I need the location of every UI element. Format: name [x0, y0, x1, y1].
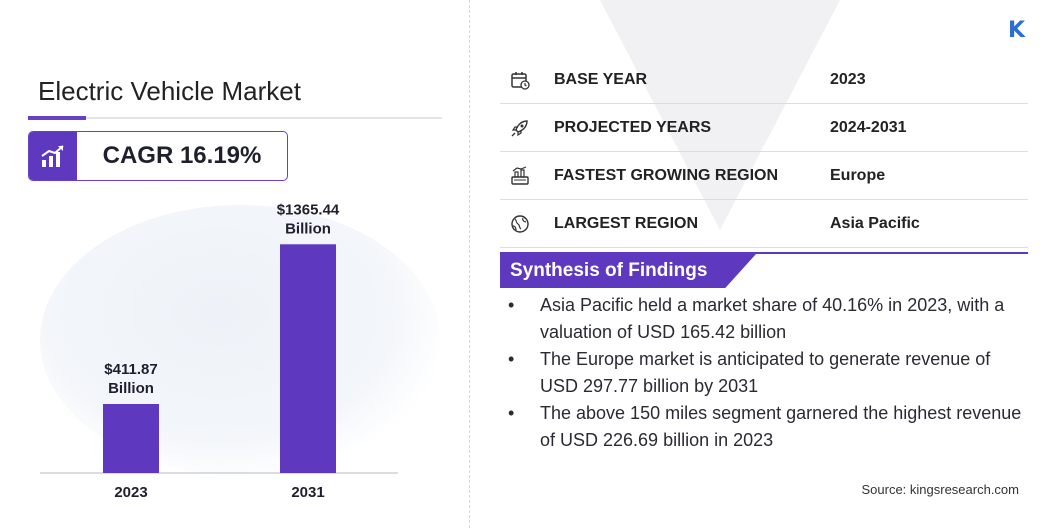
finding-text: The above 150 miles segment garnered the…: [540, 403, 1022, 450]
background-watermark: [600, 0, 840, 230]
title-underline-accent: [28, 116, 86, 120]
bar-2031: [280, 244, 336, 473]
source-credit: Source: kingsresearch.com: [861, 482, 1019, 497]
calendar-icon: [511, 71, 530, 90]
bar-value-label-2023: $411.87: [104, 361, 157, 378]
bullet: •: [508, 295, 515, 315]
synthesis-header-tab: [500, 254, 756, 288]
info-row-largest-region: LARGEST REGION Asia Pacific: [500, 200, 1028, 248]
info-row-base-year: BASE YEAR 2023: [500, 56, 1028, 104]
info-label: PROJECTED YEARS: [554, 118, 712, 136]
x-tick-label-2023: 2023: [114, 484, 147, 501]
synthesis-title: Synthesis of Findings: [510, 260, 708, 281]
market-bar-chart: $411.87 Billion $1365.44 Billion 2023 20…: [40, 201, 398, 501]
brand-logo: K: [1008, 18, 1026, 43]
finding-item: • The Europe market is anticipated to ge…: [508, 346, 1028, 400]
finding-text: Asia Pacific held a market share of 40.1…: [540, 295, 1005, 342]
x-tick-label-2031: 2031: [291, 484, 324, 501]
finding-item: • The above 150 miles segment garnered t…: [508, 400, 1028, 454]
info-label: LARGEST REGION: [554, 214, 699, 232]
page-title: Electric Vehicle Market: [38, 76, 301, 106]
finding-text: The Europe market is anticipated to gene…: [540, 349, 991, 396]
info-label: BASE YEAR: [554, 70, 648, 88]
cagr-value: CAGR 16.19%: [102, 142, 262, 169]
bullet: •: [508, 403, 515, 423]
info-value: Europe: [830, 166, 886, 184]
bar-value-label-2031: $1365.44: [277, 201, 340, 218]
synthesis-header-line: [500, 252, 1028, 254]
info-value: 2024-2031: [830, 118, 907, 136]
market-info-table: BASE YEAR 2023 PROJECTED YEARS 2024-2031…: [500, 56, 1028, 248]
bar-2023: [103, 404, 159, 473]
bullet: •: [508, 349, 515, 369]
globe-icon: [511, 214, 529, 233]
region-growth-icon: [511, 165, 529, 185]
rocket-icon: [511, 119, 528, 136]
cagr-badge: CAGR 16.19%: [28, 131, 288, 181]
info-row-fastest-region: FASTEST GROWING REGION Europe: [500, 152, 1028, 200]
synthesis-header: Synthesis of Findings: [500, 252, 1028, 288]
growth-chart-icon: [29, 132, 77, 180]
bar-unit-label-2023: Billion: [108, 380, 154, 397]
info-value: 2023: [830, 70, 866, 88]
panel-divider: [469, 0, 470, 528]
title-underline: [28, 117, 442, 119]
info-row-projected-years: PROJECTED YEARS 2024-2031: [500, 104, 1028, 152]
findings-list: • Asia Pacific held a market share of 40…: [508, 292, 1028, 454]
info-value: Asia Pacific: [830, 214, 920, 232]
bar-unit-label-2031: Billion: [285, 220, 331, 237]
finding-item: • Asia Pacific held a market share of 40…: [508, 292, 1028, 346]
info-label: FASTEST GROWING REGION: [554, 166, 779, 184]
